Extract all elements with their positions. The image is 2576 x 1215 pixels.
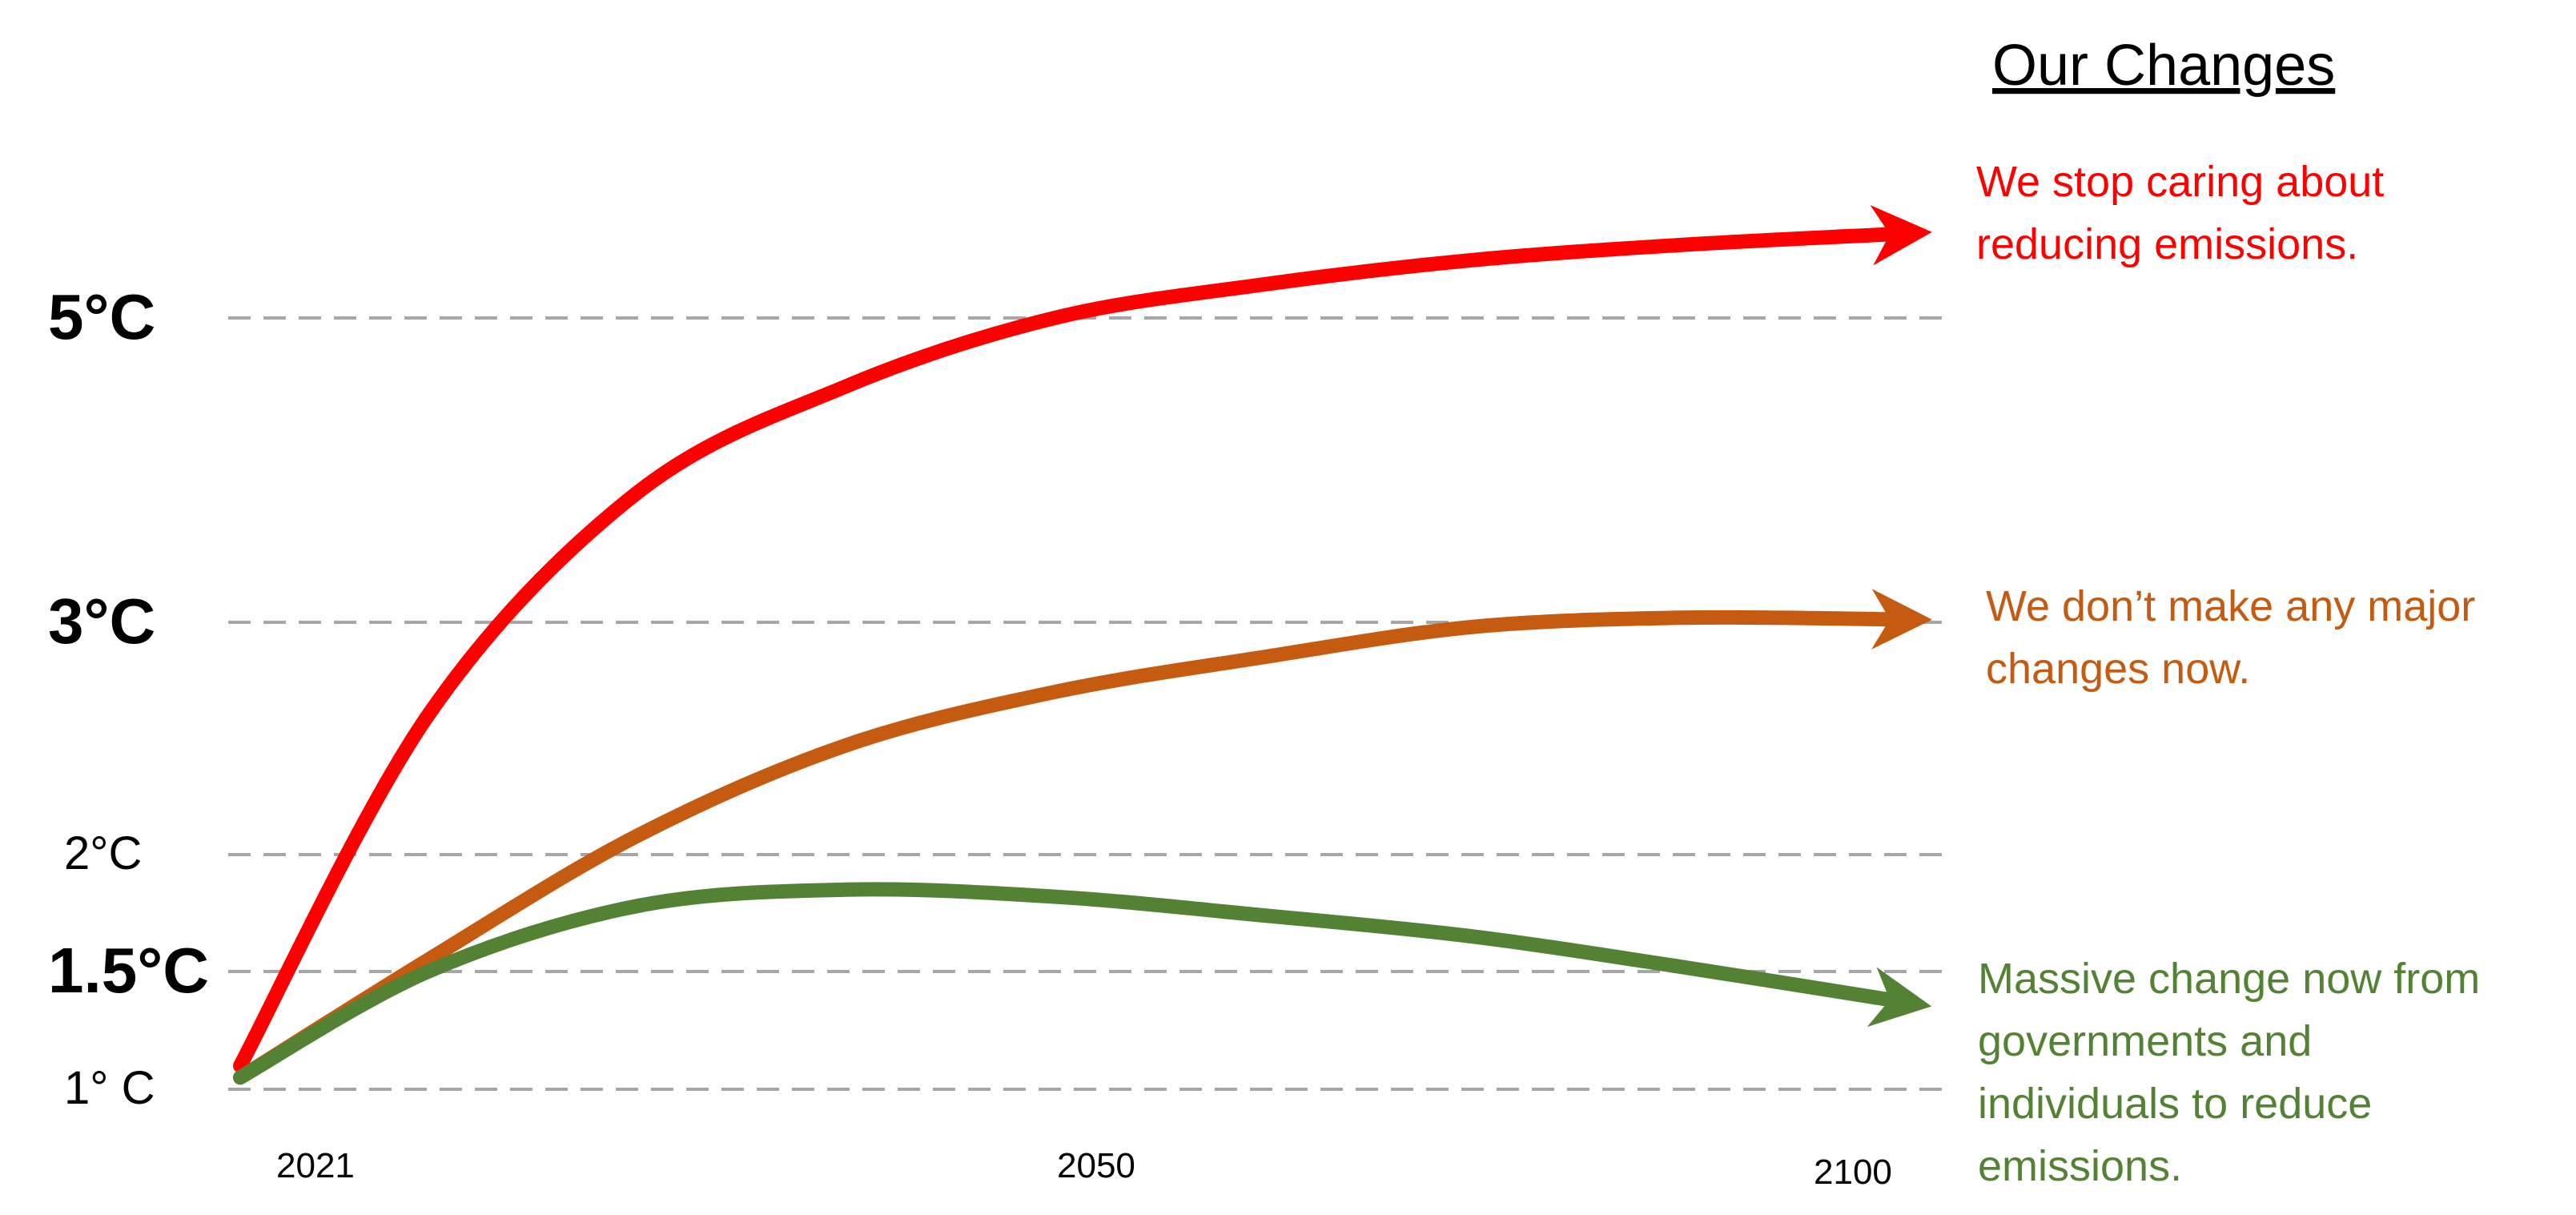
series-annotation: We stop caring about reducing emissions. [1976, 158, 2384, 268]
series-annotation-line: emissions. [1978, 1142, 2182, 1190]
x-tick-label: 2021 [276, 1146, 355, 1185]
y-tick-label: 3°C [48, 585, 155, 657]
series-annotation-line: governments and [1978, 1017, 2312, 1065]
series-lines [233, 204, 1932, 1085]
series-annotations: We stop caring about reducing emissions.W… [1976, 158, 2480, 1190]
series-line [233, 589, 1932, 1085]
chart-title: Our Changes [1992, 34, 2335, 98]
series-annotation: We don’t make any major changes now. [1986, 582, 2475, 693]
series-annotation-line: individuals to reduce [1978, 1080, 2372, 1128]
y-tick-label: 1.5°C [48, 935, 209, 1006]
series-annotation-line: We don’t make any major [1986, 582, 2475, 630]
x-tick-label: 2100 [1814, 1153, 1892, 1192]
series-line [233, 882, 1932, 1085]
series-annotation: Massive change now from governments and in… [1978, 955, 2480, 1190]
series-annotation-line: reducing emissions. [1976, 220, 2358, 268]
series-annotation-line: We stop caring about [1976, 158, 2384, 206]
y-tick-label: 5°C [48, 281, 155, 352]
y-tick-label: 2°C [64, 827, 142, 879]
y-tick-labels: 1° C 1.5°C 2°C 3°C 5°C [48, 281, 209, 1114]
series-annotation-line: changes now. [1986, 645, 2250, 693]
x-tick-label: 2050 [1057, 1146, 1135, 1185]
series-line [233, 204, 1932, 1073]
x-tick-labels: 2021 2050 2100 [276, 1146, 1892, 1192]
series-annotation-line: Massive change now from [1978, 955, 2480, 1003]
y-tick-label: 1° C [64, 1062, 155, 1114]
gridlines [228, 316, 1954, 1091]
